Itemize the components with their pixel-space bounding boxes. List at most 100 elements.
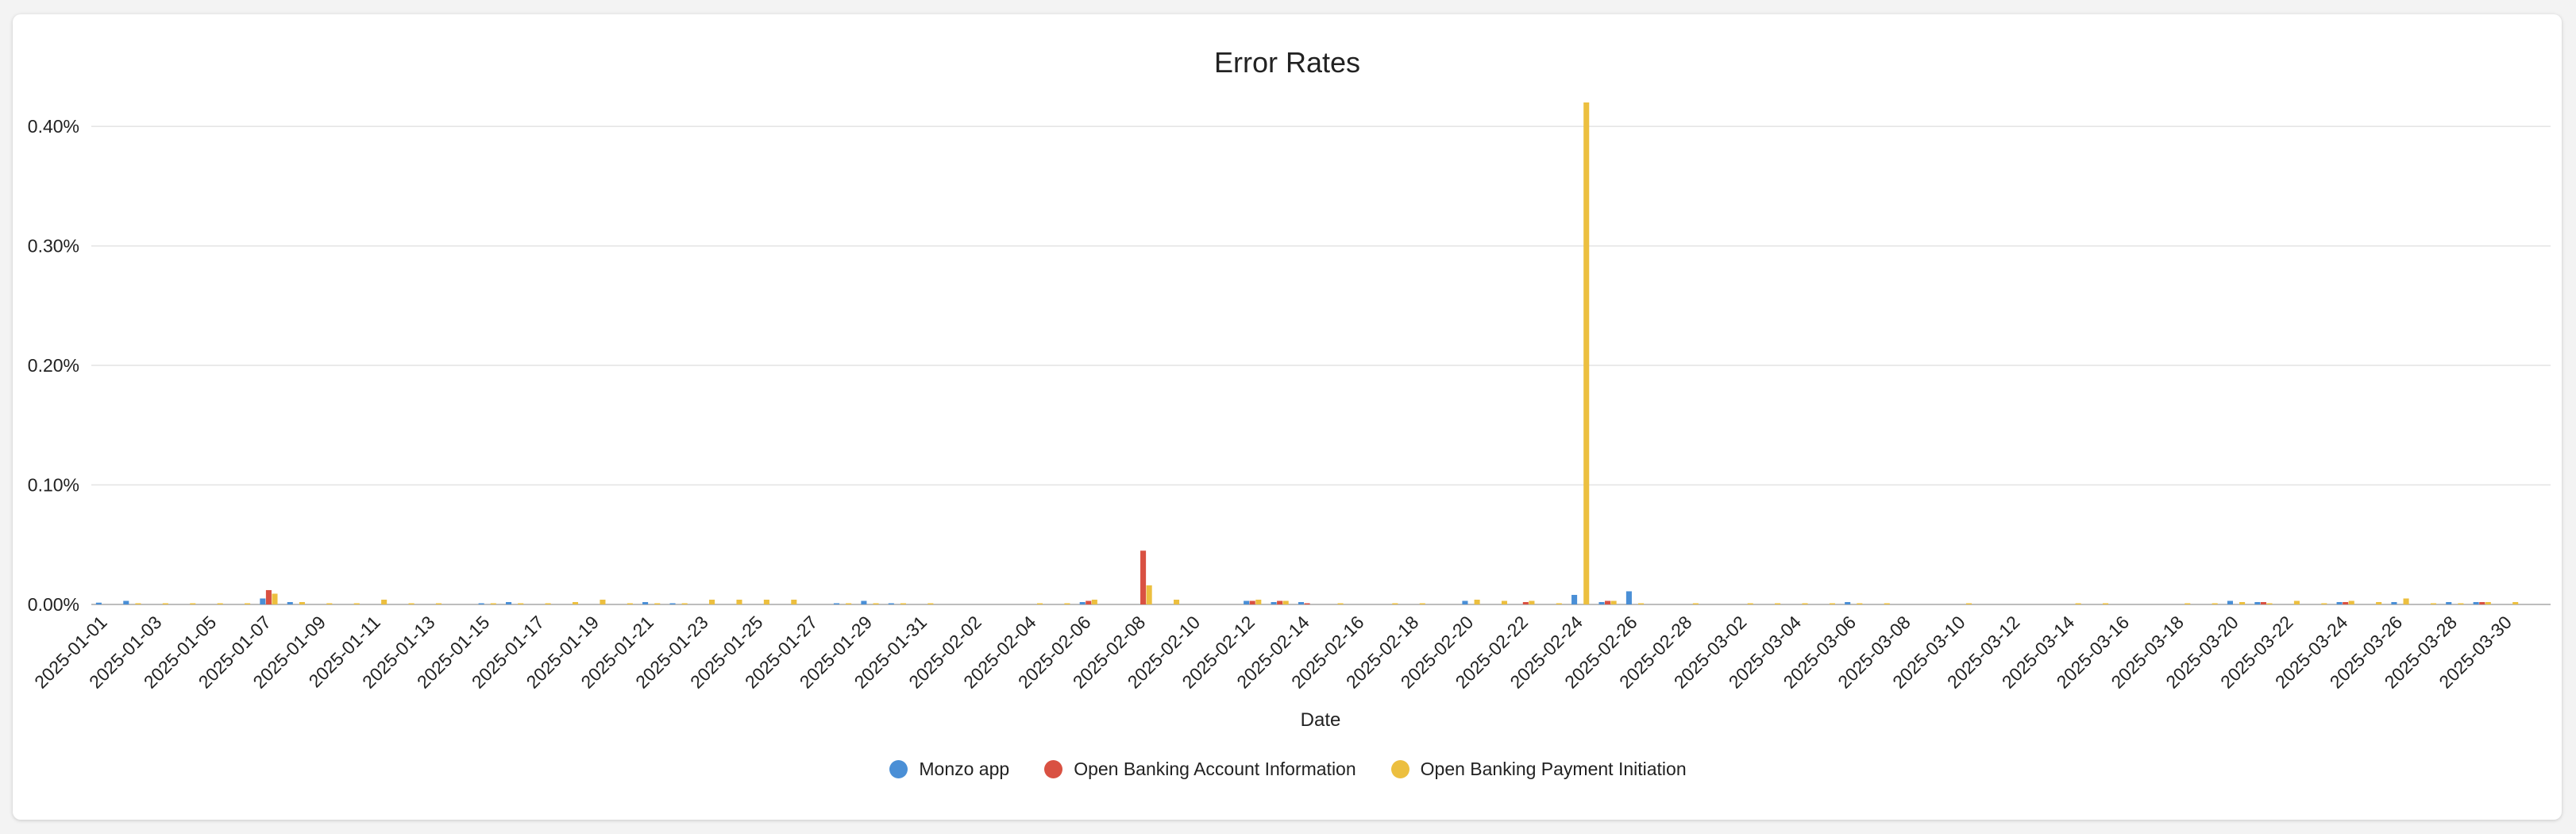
bar[interactable] xyxy=(900,603,906,604)
bar[interactable] xyxy=(123,600,129,604)
bar[interactable] xyxy=(1282,600,1289,604)
bar[interactable] xyxy=(299,601,305,604)
bar[interactable] xyxy=(1857,603,1863,604)
bar[interactable] xyxy=(627,603,633,604)
bar[interactable] xyxy=(1064,603,1070,604)
bar[interactable] xyxy=(217,603,223,604)
bar[interactable] xyxy=(1522,601,1529,604)
bar[interactable] xyxy=(265,589,272,604)
bar[interactable] xyxy=(2227,600,2233,604)
bar[interactable] xyxy=(353,603,360,604)
bar[interactable] xyxy=(245,603,251,604)
bar[interactable] xyxy=(287,601,293,604)
bar[interactable] xyxy=(2321,603,2327,604)
bar[interactable] xyxy=(888,603,894,604)
bar[interactable] xyxy=(791,599,797,604)
bar[interactable] xyxy=(1244,600,1250,604)
bar[interactable] xyxy=(2403,598,2409,604)
bar[interactable] xyxy=(1965,603,1972,604)
bar[interactable] xyxy=(846,603,852,604)
bar[interactable] xyxy=(600,599,606,604)
bar[interactable] xyxy=(1337,603,1344,604)
bar[interactable] xyxy=(1845,601,1851,604)
bar[interactable] xyxy=(2266,603,2273,604)
bar[interactable] xyxy=(2479,601,2485,604)
bar[interactable] xyxy=(190,603,196,604)
bar[interactable] xyxy=(1462,600,1468,604)
bar[interactable] xyxy=(1146,585,1152,604)
bar[interactable] xyxy=(709,599,715,604)
bar[interactable] xyxy=(1598,601,1605,604)
bar[interactable] xyxy=(1638,603,1645,604)
bar[interactable] xyxy=(95,602,102,604)
bar[interactable] xyxy=(506,601,512,604)
legend-item[interactable]: Open Banking Account Information xyxy=(1044,759,1356,780)
bar[interactable] xyxy=(763,599,769,604)
bar[interactable] xyxy=(681,603,688,604)
bar[interactable] xyxy=(2254,601,2261,604)
bar[interactable] xyxy=(1556,603,1562,604)
bar[interactable] xyxy=(654,603,661,604)
bar[interactable] xyxy=(2185,603,2191,604)
bar[interactable] xyxy=(861,600,867,604)
bar[interactable] xyxy=(2430,603,2437,604)
bar[interactable] xyxy=(642,601,649,604)
bar[interactable] xyxy=(490,603,496,604)
bar[interactable] xyxy=(1529,600,1535,604)
bar[interactable] xyxy=(2473,601,2479,604)
bar[interactable] xyxy=(478,603,484,604)
bar[interactable] xyxy=(381,599,388,604)
bar[interactable] xyxy=(1583,102,1590,604)
bar[interactable] xyxy=(1419,603,1425,604)
bar[interactable] xyxy=(1304,603,1310,604)
bar[interactable] xyxy=(833,603,840,604)
bar[interactable] xyxy=(408,603,415,604)
bar[interactable] xyxy=(1474,599,1480,604)
bar[interactable] xyxy=(2239,601,2246,604)
bar[interactable] xyxy=(1610,600,1617,604)
bar[interactable] xyxy=(1174,599,1180,604)
bar[interactable] xyxy=(2212,603,2218,604)
bar[interactable] xyxy=(1501,600,1508,604)
bar[interactable] xyxy=(1091,599,1097,604)
bar[interactable] xyxy=(2376,601,2382,604)
bar[interactable] xyxy=(326,603,333,604)
legend-item[interactable]: Open Banking Payment Initiation xyxy=(1390,759,1687,780)
bar[interactable] xyxy=(2343,601,2349,604)
bar[interactable] xyxy=(2260,601,2266,604)
bar[interactable] xyxy=(272,593,278,604)
bar[interactable] xyxy=(518,603,524,604)
bar[interactable] xyxy=(162,603,168,604)
bar[interactable] xyxy=(2348,600,2354,604)
bar[interactable] xyxy=(2512,601,2519,604)
bar[interactable] xyxy=(2485,601,2491,604)
bar[interactable] xyxy=(2336,601,2343,604)
bar[interactable] xyxy=(2075,603,2081,604)
bar[interactable] xyxy=(669,603,676,604)
bar[interactable] xyxy=(1079,601,1086,604)
bar[interactable] xyxy=(2391,601,2397,604)
bar[interactable] xyxy=(1605,600,1611,604)
bar[interactable] xyxy=(435,603,442,604)
bar[interactable] xyxy=(260,598,266,604)
bar[interactable] xyxy=(1692,603,1699,604)
bar[interactable] xyxy=(2458,603,2464,604)
bar[interactable] xyxy=(2103,603,2109,604)
bar[interactable] xyxy=(1036,603,1043,604)
bar[interactable] xyxy=(1829,603,1835,604)
bar[interactable] xyxy=(1775,603,1781,604)
bar[interactable] xyxy=(1140,550,1147,604)
bar[interactable] xyxy=(572,601,579,604)
bar[interactable] xyxy=(873,603,879,604)
bar[interactable] xyxy=(1298,601,1305,604)
legend-item[interactable]: Monzo app xyxy=(889,759,1009,780)
bar[interactable] xyxy=(2293,600,2300,604)
bar[interactable] xyxy=(1747,603,1753,604)
bar[interactable] xyxy=(1277,600,1283,604)
bar[interactable] xyxy=(1086,600,1092,604)
bar[interactable] xyxy=(927,603,934,604)
bar[interactable] xyxy=(135,603,141,604)
bar[interactable] xyxy=(736,599,742,604)
bar[interactable] xyxy=(1802,603,1808,604)
bar[interactable] xyxy=(1255,599,1262,604)
